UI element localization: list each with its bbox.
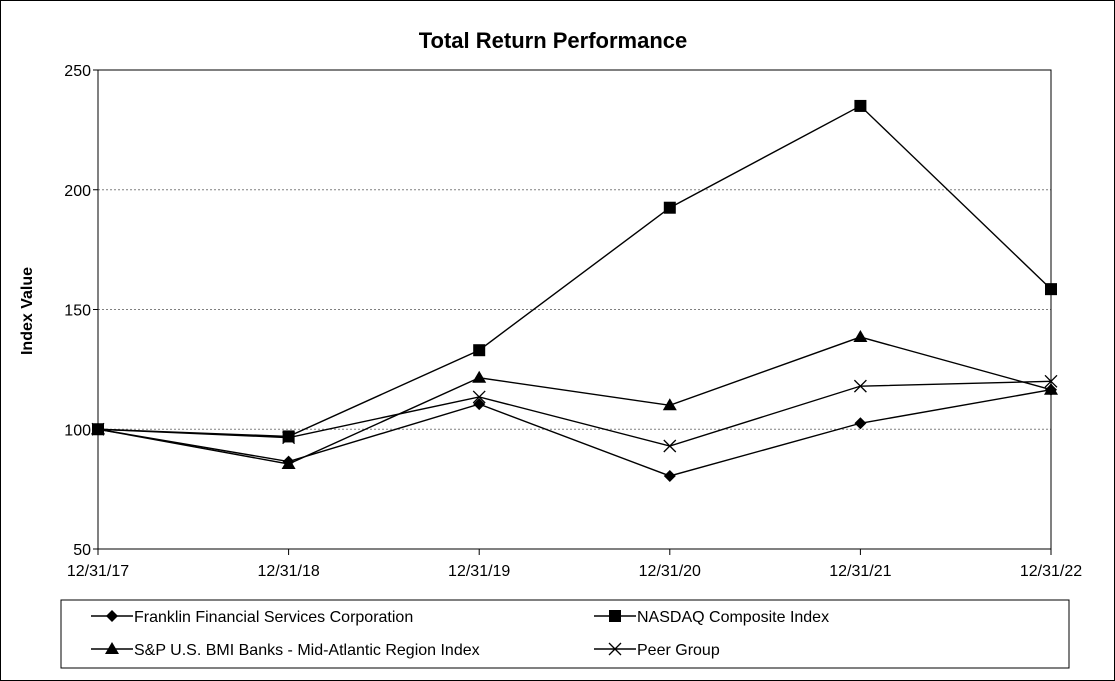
- data-point-x: [1044, 374, 1058, 388]
- data-point-square: [663, 201, 676, 214]
- legend-label: Peer Group: [637, 642, 720, 659]
- data-point-triangle: [472, 370, 487, 383]
- x-tick-label: 12/31/22: [1020, 563, 1082, 580]
- gridlines: [98, 189, 1051, 430]
- data-point-x: [472, 390, 486, 404]
- legend-label: NASDAQ Composite Index: [637, 609, 829, 626]
- data-point-square: [1045, 283, 1057, 296]
- legend-entries: Franklin Financial Services Corporation N…: [91, 609, 829, 659]
- x-tick-label: 12/31/20: [639, 563, 701, 580]
- x-tick-label: 12/31/17: [67, 563, 129, 580]
- axes: 50 100 150 200 250 12/31/17 12/31/18 12/31/19 12…: [64, 63, 1082, 580]
- series-line-diamond: [97, 389, 1052, 477]
- series-line-square: [97, 105, 1052, 438]
- data-point-x: [663, 439, 677, 453]
- y-tick-label: 150: [64, 303, 91, 320]
- y-tick-label: 250: [64, 63, 91, 80]
- data-point-triangle: [1044, 382, 1058, 395]
- data-point-square: [473, 344, 486, 357]
- data-point-triangle: [662, 398, 677, 411]
- x-tick-label: 12/31/21: [829, 563, 891, 580]
- y-tick-label: 100: [64, 422, 91, 439]
- legend-marker-x: [608, 642, 622, 656]
- chart-title: Total Return Performance: [419, 28, 688, 53]
- legend-label: S&P U.S. BMI Banks - Mid-Atlantic Region…: [134, 642, 480, 659]
- data-point-x: [282, 431, 296, 445]
- y-axis-label: Index Value: [19, 267, 36, 355]
- series-line-triangle: [97, 336, 1052, 465]
- data-point-triangle: [281, 456, 296, 469]
- data-point-diamond: [663, 469, 676, 482]
- legend-marker-diamond: [106, 610, 118, 622]
- data-point-diamond: [473, 398, 486, 411]
- x-tick-label: 12/31/19: [448, 563, 510, 580]
- data-point-square: [854, 99, 867, 112]
- series-line-x: [97, 380, 1052, 447]
- legend: [60, 599, 1070, 669]
- data-point-triangle: [91, 422, 105, 435]
- data-point-x: [91, 422, 105, 436]
- data-point-square: [282, 430, 295, 443]
- legend-label: Franklin Financial Services Corporation: [134, 609, 413, 626]
- data-point-diamond: [854, 417, 867, 430]
- y-tick-label: 50: [73, 542, 91, 559]
- series-layer: [91, 99, 1058, 482]
- x-tick-label: 12/31/18: [257, 563, 319, 580]
- legend-marker-triangle: [105, 642, 119, 654]
- y-tick-label: 200: [64, 183, 91, 200]
- data-point-x: [853, 379, 867, 393]
- data-point-triangle: [853, 330, 868, 343]
- legend-marker-square: [609, 610, 621, 622]
